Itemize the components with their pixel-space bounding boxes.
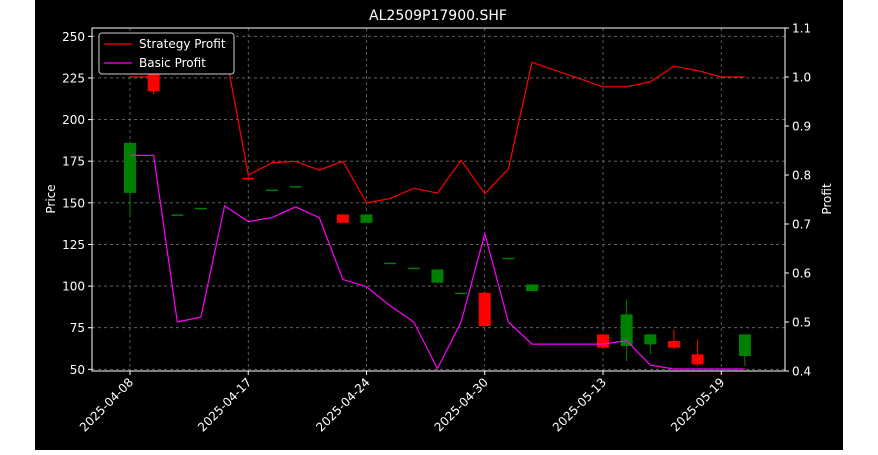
y-axis-label: Price [44, 184, 58, 213]
chart-title: AL2509P17900.SHF [369, 8, 507, 24]
y2-tick-label: 1.1 [792, 22, 811, 36]
y-tick-label: 50 [70, 363, 85, 377]
y-tick-label: 175 [62, 155, 85, 169]
candle-body [644, 334, 657, 345]
candle-body [265, 189, 278, 191]
legend-box [98, 32, 235, 75]
y-tick-label: 200 [62, 113, 85, 127]
legend: Strategy Profit Basic Profit [98, 32, 235, 75]
candle-body [242, 177, 255, 180]
candle-body [667, 341, 680, 348]
candle-body [431, 269, 444, 283]
candle-body [502, 257, 515, 260]
y-tick-label: 250 [62, 30, 85, 44]
candle-body [194, 207, 207, 210]
y2-tick-label: 0.7 [792, 218, 811, 232]
candle-body [124, 142, 136, 193]
legend-label-basic: Basic Profit [139, 56, 206, 70]
candle-body [526, 284, 539, 292]
candle-body [171, 214, 184, 216]
candle-body [620, 314, 633, 347]
candle-body [336, 214, 349, 223]
candle-body [738, 334, 751, 357]
basic-profit-line [130, 154, 745, 370]
y2-axis-label: Profit [820, 183, 834, 215]
legend-label-strategy: Strategy Profit [139, 37, 226, 51]
candle-body [691, 354, 704, 365]
y-tick-label: 150 [62, 196, 85, 210]
plot-frame [91, 27, 786, 372]
y-tick-label: 125 [62, 238, 85, 252]
candle-body [384, 262, 397, 265]
plot-area [92, 28, 785, 371]
y2-tick-label: 0.5 [792, 316, 811, 330]
candle-body [407, 267, 420, 270]
candle-body [360, 214, 373, 223]
candle-body [478, 292, 491, 327]
y2-tick-label: 0.6 [792, 267, 811, 281]
y-tick-label: 75 [70, 321, 85, 335]
candle-body [597, 334, 609, 348]
y2-tick-label: 0.4 [792, 365, 811, 379]
y-tick-label: 100 [62, 280, 85, 294]
y-tick-label: 225 [62, 71, 85, 85]
candle-body [289, 186, 302, 188]
candle-body [455, 292, 468, 295]
y2-tick-label: 1.0 [792, 71, 811, 85]
y2-tick-label: 0.8 [792, 169, 811, 183]
y2-tick-label: 0.9 [792, 120, 811, 134]
